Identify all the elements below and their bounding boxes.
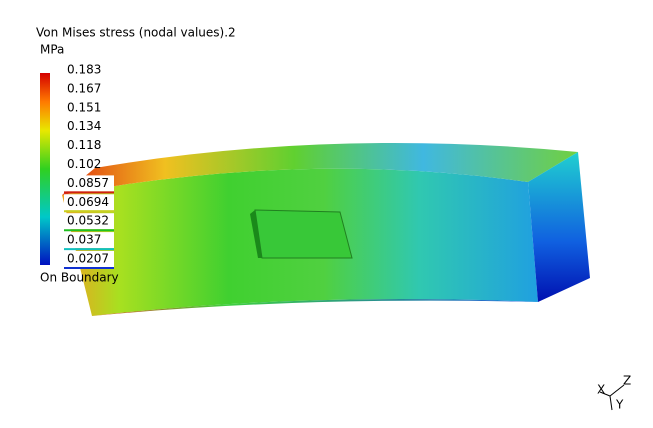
legend-label: 0.0207 <box>67 252 109 266</box>
legend-title: Von Mises stress (nodal values).2 <box>36 26 236 40</box>
legend-label: 0.037 <box>67 233 101 247</box>
axis-triad <box>599 384 625 411</box>
label-bg <box>64 251 114 267</box>
axis-z: Z <box>623 374 631 388</box>
legend-label: 0.167 <box>67 81 101 95</box>
legend-label: 0.102 <box>67 157 101 171</box>
legend-label: 0.118 <box>67 138 101 152</box>
label-bg <box>64 175 114 192</box>
color-bar <box>40 73 50 265</box>
label-bg <box>64 213 114 230</box>
legend-label: 0.134 <box>67 119 101 133</box>
legend-label: 0.183 <box>67 63 101 77</box>
boundary-label: On Boundary <box>40 271 119 285</box>
model <box>62 143 590 316</box>
legend-label: 0.0532 <box>67 214 109 228</box>
axis-y: Y <box>615 398 624 412</box>
axis-x: X <box>597 383 605 397</box>
legend-unit: MPa <box>40 43 64 57</box>
legend-label: 0.151 <box>67 100 101 114</box>
legend-label: 0.0857 <box>67 176 109 190</box>
legend-label: 0.0694 <box>67 195 109 209</box>
label-bg <box>64 232 114 249</box>
label-bg <box>64 194 114 211</box>
